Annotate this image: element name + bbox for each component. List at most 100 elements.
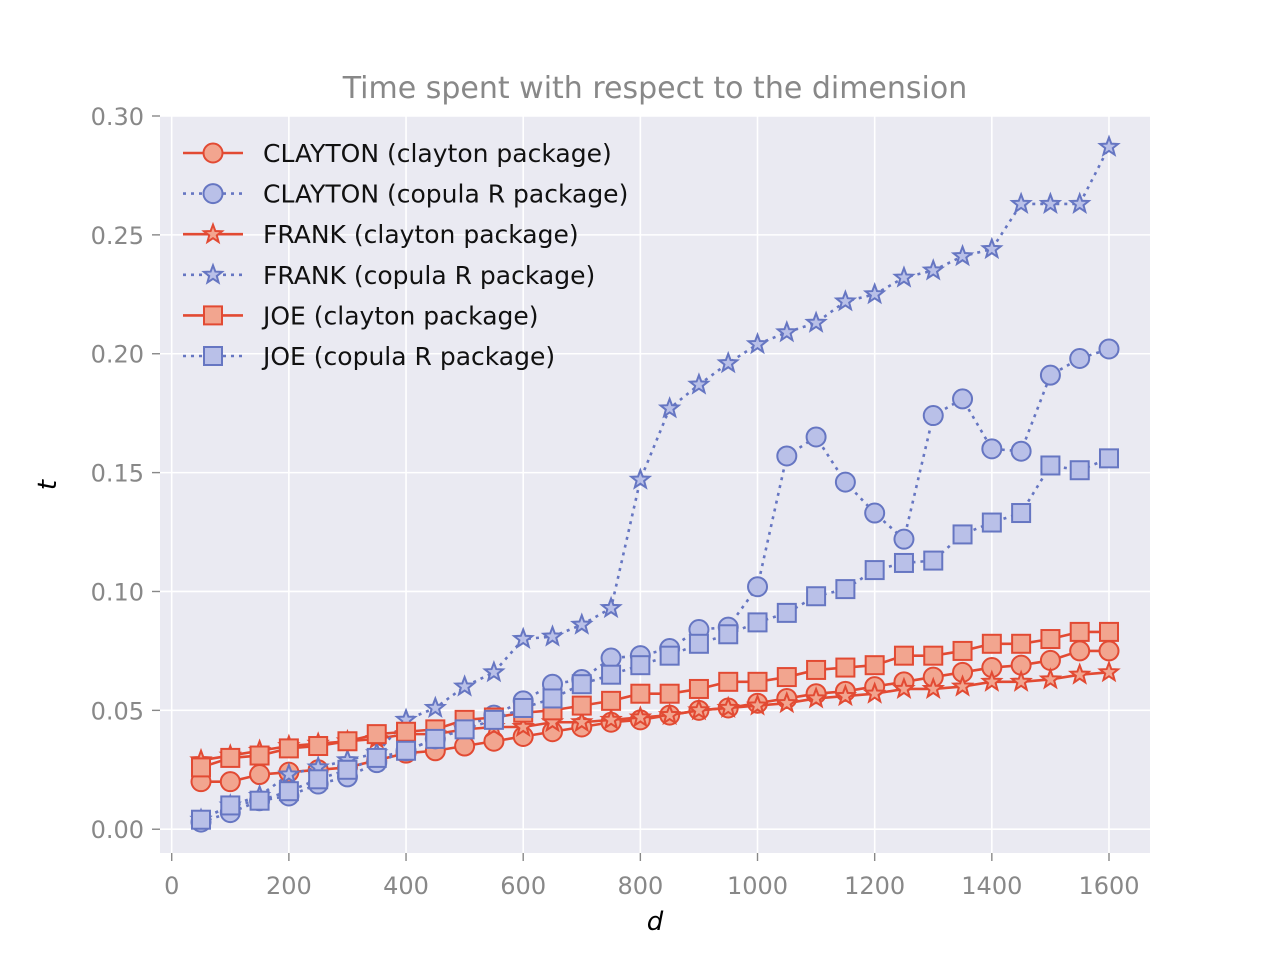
data-point [862,281,887,305]
data-point [249,745,270,766]
data-point [950,243,975,267]
data-point [775,319,799,343]
data-point [277,762,301,785]
data-point [337,731,358,752]
data-point [542,688,563,709]
data-point [1098,640,1120,662]
data-point [1038,191,1063,214]
data-point [657,702,682,726]
x-tick-label: 1000 [727,872,788,900]
x-tick-label: 1600 [1078,872,1139,900]
data-point [396,721,417,742]
series-5 [191,448,1119,830]
legend-label: CLAYTON (clayton package) [263,139,612,168]
x-tick-label: 1200 [844,872,905,900]
data-point [834,471,856,493]
data-point [747,576,769,598]
data-point [981,633,1002,654]
y-tick-label: 0.20 [91,341,144,369]
data-point [423,695,448,718]
data-point [483,709,504,730]
data-point [452,674,477,697]
legend-label: JOE (clayton package) [261,301,539,330]
data-point [1010,440,1032,462]
data-point [308,769,329,790]
legend-marker [201,262,225,285]
data-point [923,550,944,571]
data-point [1097,659,1121,683]
data-point [1069,460,1090,481]
data-point [570,612,594,635]
data-point [570,709,594,733]
data-point [923,645,944,666]
data-point [513,697,534,718]
data-point [776,445,798,467]
legend-marker [203,346,223,366]
data-point [952,524,973,545]
data-point [716,695,740,718]
data-point [921,258,946,281]
data-point [688,633,709,654]
data-point [220,747,241,768]
data-point [425,728,446,749]
data-point [571,695,592,716]
x-tick-label: 600 [500,872,546,900]
data-point [337,759,358,780]
data-point [922,405,944,427]
data-point [864,560,885,581]
data-point [806,659,827,680]
legend-label: CLAYTON (copula R package) [263,180,628,209]
data-point [1009,669,1033,692]
data-point [688,678,709,699]
data-point [628,705,653,728]
legend-item: JOE (clayton package) [183,301,539,330]
plot-background [160,116,1150,853]
x-tick-label: 1400 [961,872,1022,900]
data-point [1098,338,1120,360]
data-point [219,771,241,793]
y-tick-label: 0.30 [91,103,144,131]
data-point [366,747,387,768]
data-point [921,676,946,699]
data-point [1039,649,1061,671]
data-point [511,626,535,650]
data-point [892,676,916,699]
legend-label: FRANK (copula R package) [263,261,595,290]
data-point [1067,191,1092,214]
data-point [687,697,711,721]
data-point [278,781,299,802]
y-tick-label: 0.10 [91,578,144,606]
data-point [659,645,680,666]
legend: CLAYTON (clayton package) CLAYTON (copula… [183,139,628,371]
data-point [601,690,622,711]
data-point [454,719,475,740]
data-point [835,579,856,600]
data-point [893,552,914,573]
data-point [893,645,914,666]
x-axis-label: d [647,907,664,937]
legend-label: JOE (copula R package) [261,342,555,371]
legend-marker [202,183,224,205]
legend-item: FRANK (copula R package) [183,261,595,290]
legend-marker [201,221,225,245]
y-tick-label: 0.25 [91,222,144,250]
data-point [980,236,1004,260]
data-point [1067,662,1092,685]
data-point [892,265,916,288]
data-point [864,502,886,524]
data-point [835,657,856,678]
data-point [980,669,1004,692]
y-axis-label: t [33,479,63,490]
data-point [1097,134,1121,157]
data-point [981,512,1002,533]
data-point [747,612,768,633]
legend-item: CLAYTON (clayton package) [183,139,612,168]
data-point [1039,364,1061,386]
legend-item: CLAYTON (copula R package) [183,180,628,209]
data-point [1098,621,1119,642]
data-point [1040,455,1061,476]
legend-item: FRANK (clayton package) [183,220,579,249]
data-point [599,707,623,730]
data-point [511,714,535,737]
data-point [893,528,915,550]
